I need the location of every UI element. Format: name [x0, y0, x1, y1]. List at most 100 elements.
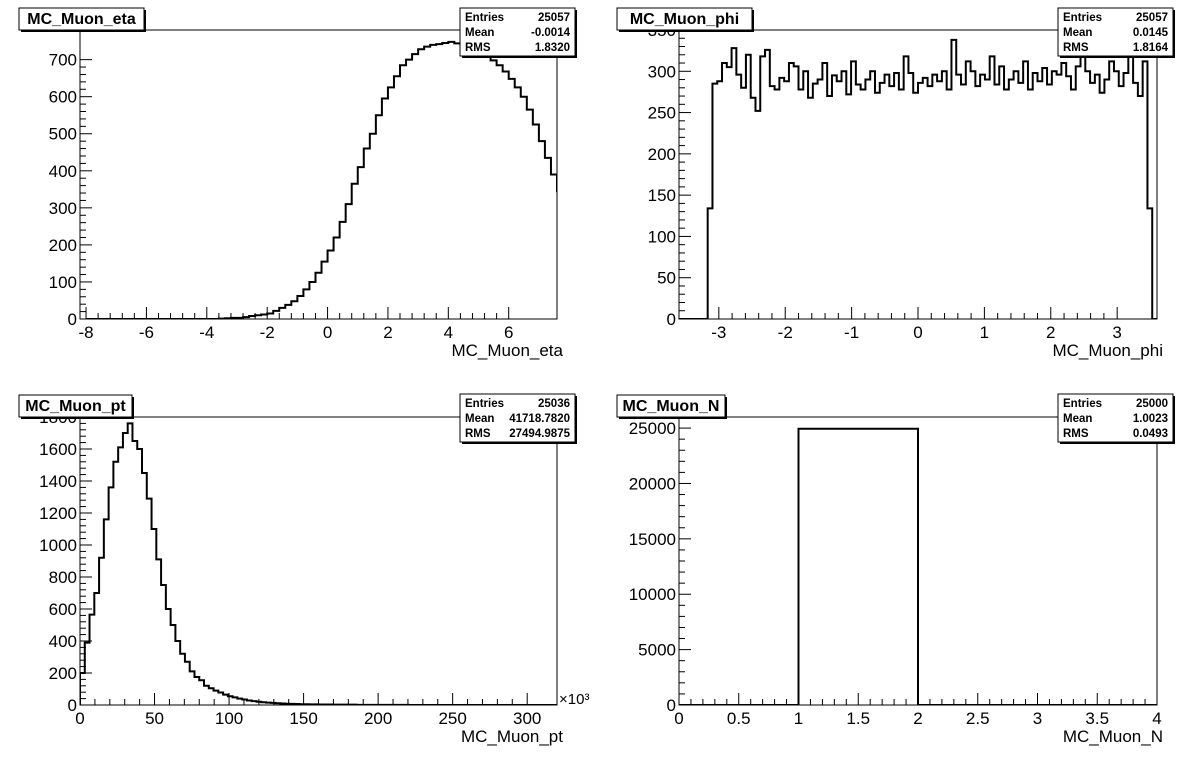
stats-box [459, 393, 576, 443]
histogram-bin [1066, 76, 1071, 319]
histogram-bin [599, 284, 605, 319]
x-tick-label: 50 [145, 709, 164, 728]
y-tick-label: 400 [49, 632, 77, 651]
x-tick-label: 200 [364, 709, 392, 728]
histogram-bin [803, 71, 808, 319]
histogram-bin [623, 306, 629, 319]
histogram-bin [775, 89, 780, 319]
stats-label: RMS [1063, 428, 1089, 440]
histogram-bin [575, 239, 581, 319]
x-axis-title: MC_Muon_pt [461, 727, 563, 746]
x-axis: -8 -6 -4 -2 0 2 4 6 [78, 307, 513, 342]
histogram-bin [491, 60, 497, 319]
x-tick-label: 2 [913, 709, 922, 728]
histogram-bin [370, 134, 376, 319]
histogram-bin [460, 45, 466, 319]
x-axis-title: MC_Muon_N [1063, 727, 1163, 746]
histogram-bin [563, 208, 569, 319]
histogram-bin [865, 80, 870, 319]
histogram-bin [727, 67, 732, 319]
histogram-outline [679, 427, 1157, 705]
histogram-bin [779, 78, 784, 319]
histogram-bin [557, 191, 563, 319]
histogram-bin [1014, 71, 1019, 319]
histogram-bin [128, 423, 133, 705]
histogram-bin [358, 167, 364, 319]
histogram-bin [545, 158, 551, 319]
x-axis-multiplier: ×10³ [559, 691, 589, 708]
histogram-bin [485, 56, 491, 319]
histogram-bin [1128, 47, 1133, 319]
x-axis: 0 50 100 150 200 250 300 ×10³ [75, 691, 589, 728]
histogram-bin [813, 84, 818, 319]
histogram-bin [856, 84, 861, 319]
histogram-bin [1061, 63, 1066, 319]
x-tick-label: 0 [75, 709, 84, 728]
x-tick-label: 2 [383, 323, 392, 342]
histogram-bin [913, 93, 918, 319]
x-axis-title: MC_Muon_phi [1052, 341, 1163, 360]
histogram-bin [717, 81, 722, 319]
histogram-bin [113, 462, 118, 705]
histogram-panel-3: 0200400600800100012001400160018000501001… [18, 393, 589, 746]
stats-value: 1.0023 [1133, 413, 1168, 425]
y-tick-label: 15000 [629, 530, 676, 549]
y-tick-label: 700 [49, 51, 77, 70]
y-tick-label: 10000 [629, 585, 676, 604]
histogram-bin [770, 86, 775, 319]
x-tick-label: -2 [778, 323, 793, 342]
histogram-bin [932, 75, 937, 319]
histogram-bin [894, 73, 899, 319]
y-tick-label: 200 [648, 145, 676, 164]
histogram-bin [846, 94, 851, 319]
histogram-bin [1028, 89, 1033, 319]
histogram-bin [1090, 83, 1095, 319]
histogram-bin [527, 110, 533, 319]
y-tick-label: 1200 [39, 504, 77, 523]
stats-label: Mean [1063, 27, 1092, 39]
x-tick-label: 1.5 [846, 709, 870, 728]
histogram-bin [1104, 80, 1109, 319]
x-tick-label: 4 [1152, 709, 1161, 728]
stats-value: 27494.9875 [509, 428, 570, 440]
histogram-bin [928, 86, 933, 319]
histogram-bin [861, 89, 866, 319]
histogram-bin [442, 43, 448, 319]
stats-box [459, 7, 576, 57]
histogram-bin [660, 318, 666, 319]
x-tick-label: 0 [913, 323, 922, 342]
x-tick-label: -1 [844, 323, 859, 342]
y-axis: 0 5000 10000 15000 20000 25000 [629, 419, 691, 715]
histogram-bin [137, 449, 142, 705]
y-tick-label: 300 [648, 62, 676, 81]
histogram-bin [789, 63, 794, 319]
histogram-outline [80, 422, 557, 705]
y-tick-label: 1600 [39, 440, 77, 459]
histogram-bin [1057, 75, 1062, 319]
x-tick-label: 150 [289, 709, 317, 728]
histogram-bin [123, 433, 128, 705]
histogram-bin [497, 65, 503, 319]
histogram-bin [388, 87, 394, 319]
histogram-bin [1124, 73, 1129, 319]
histogram-bin [784, 81, 789, 319]
histogram-bin [382, 99, 388, 319]
histogram-bin [1138, 96, 1143, 319]
y-tick-label: 600 [49, 88, 77, 107]
histogram-bin [870, 71, 875, 319]
histogram-outline [86, 40, 557, 319]
title-box [616, 7, 753, 31]
histogram-bin [642, 314, 648, 319]
plot-frame [79, 416, 558, 706]
x-tick-label: -4 [199, 323, 214, 342]
histogram-bin [424, 47, 430, 319]
histogram-bin [1052, 71, 1057, 319]
stats-label: RMS [1063, 42, 1089, 54]
plot-frame [79, 29, 558, 320]
histogram-bin [635, 312, 641, 319]
histogram-bin [1114, 71, 1119, 319]
x-tick-label: 3.5 [1085, 709, 1109, 728]
histogram-bin [412, 54, 418, 319]
x-tick-label: 3 [1112, 323, 1121, 342]
